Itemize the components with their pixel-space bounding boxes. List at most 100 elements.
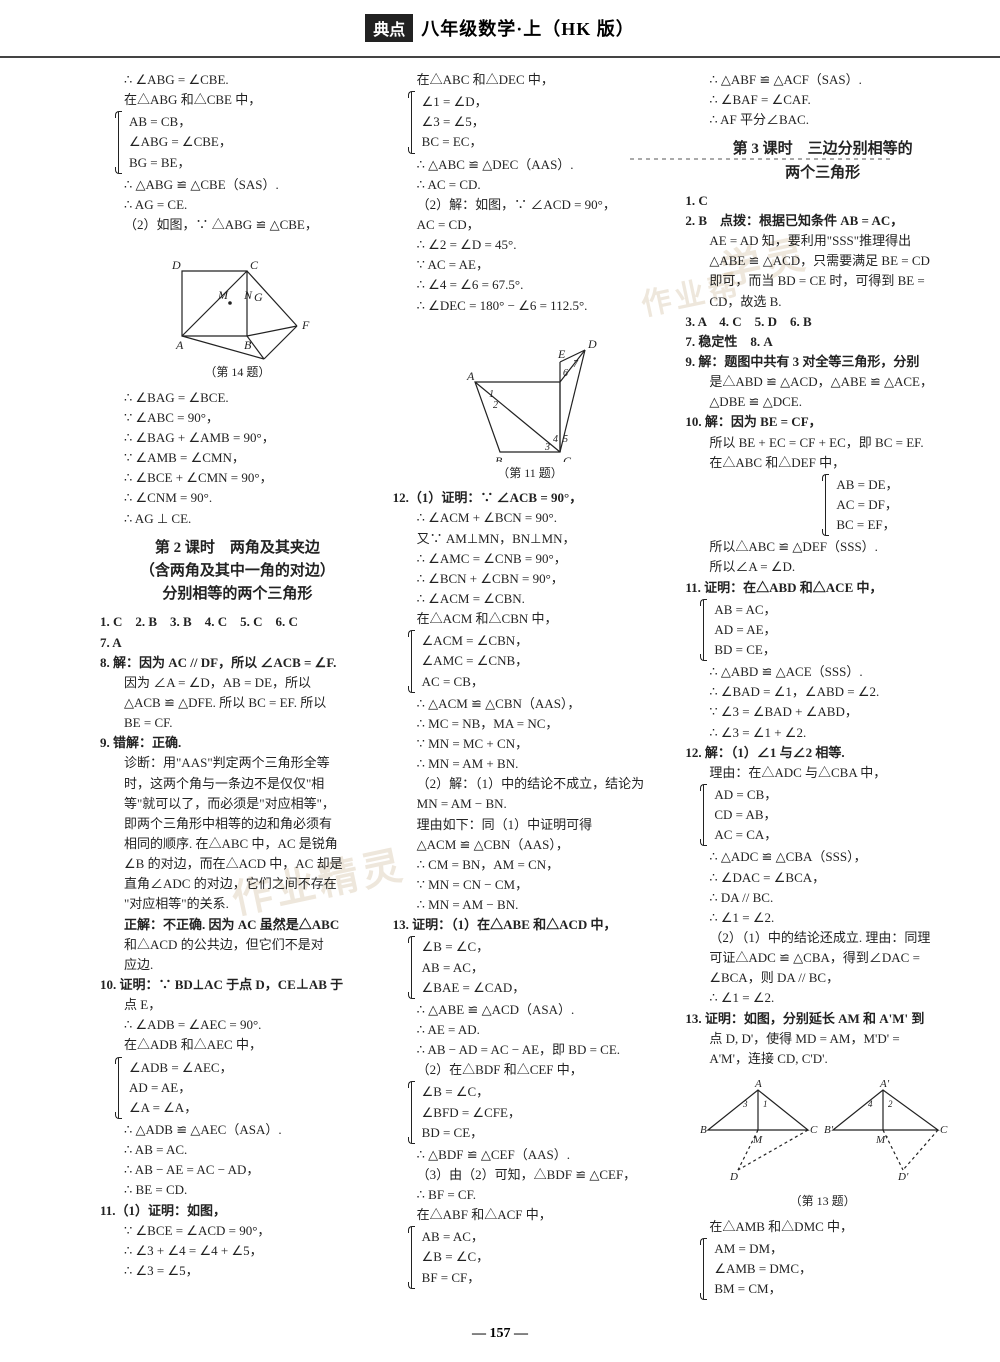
math-line: （2）如图，∵ △ABG ≌ △CBE，: [100, 215, 375, 235]
q12-line: ∴ CM = BN，AM = CN，: [393, 855, 668, 875]
a2-line: CD，故选 B.: [685, 292, 960, 312]
page-header: 典点 八年级数学·上（HK 版）: [0, 0, 1000, 58]
svg-text:E: E: [557, 347, 566, 361]
math-line: ∴ ∠DEC = 180° − ∠6 = 112.5°.: [393, 296, 668, 316]
q10-line: ∴ ∠ADB = ∠AEC = 90°.: [100, 1015, 375, 1035]
svg-text:D': D': [897, 1171, 909, 1183]
content-columns: ∴ ∠ABG = ∠CBE. 在△ABG 和△CBE 中， AB = CB， ∠…: [100, 70, 960, 1300]
q9-line: 应边.: [100, 955, 375, 975]
eq: ∠B = ∠C，: [422, 937, 668, 957]
q12-line: ∴ △ADC ≌ △CBA（SSS），: [685, 847, 960, 867]
q8-line: 因为 ∠A = ∠D，AB = DE，所以: [100, 673, 375, 693]
q12-line: ∴ DA // BC.: [685, 888, 960, 908]
figure-14: A B D C F E M N G （第 14 题）: [100, 241, 375, 382]
eq: AB = AC，: [422, 958, 668, 978]
q10-line: ∴ AB = AC.: [100, 1140, 375, 1160]
eq: AD = AE，: [714, 620, 960, 640]
math-line: ∴ ∠BAF = ∠CAF.: [685, 90, 960, 110]
q9-line: △DBE ≌ △DCE.: [685, 392, 960, 412]
q12-line: ∴ ∠DAC = ∠BCA，: [685, 868, 960, 888]
q10-line: ∴ BE = CD.: [100, 1180, 375, 1200]
eq: AC = CB，: [422, 672, 668, 692]
answers-line: 1. C: [685, 191, 960, 211]
q10: 10. 解：因为 BE = CF，: [685, 412, 960, 432]
svg-text:C': C': [940, 1124, 948, 1136]
svg-text:4: 4: [868, 1099, 873, 1109]
eq: ∠3 = ∠5，: [422, 112, 668, 132]
brand-box: 典点: [365, 14, 413, 42]
a2-line: △ABE ≌ △ACD，只需要满足 BE = CD: [685, 251, 960, 271]
lesson-line: 第 2 课时 两角及其夹边: [100, 537, 375, 560]
brace-system: ∠ACM = ∠CBN， ∠AMC = ∠CNB， AC = CB，: [411, 631, 668, 691]
q12-line: （2）（1）中的结论还成立. 理由：同理: [685, 928, 960, 948]
svg-text:A: A: [754, 1078, 762, 1090]
q9-a: 9. 解：题图中共有 3 对全等三角形，分别: [685, 354, 919, 369]
svg-text:D: D: [171, 258, 181, 272]
q8-line: △ACB ≌ △DFE. 所以 BC = EF. 所以: [100, 693, 375, 713]
math-line: ∴ ∠3 = ∠5，: [100, 1261, 375, 1281]
brace-system: AB = CB， ∠ABG = ∠CBE， BG = BE，: [118, 112, 375, 172]
q13-line: （2）在△BDF 和△CEF 中，: [393, 1060, 668, 1080]
eq: ∠A = ∠A，: [129, 1098, 375, 1118]
q12-line: 可证△ADC ≌ △CBA，得到∠DAC =: [685, 948, 960, 968]
q11: 11. 证明：在△ABD 和△ACE 中，: [685, 578, 960, 598]
svg-text:1: 1: [489, 389, 494, 400]
brace-system: ∠B = ∠C， ∠BFD = ∠CFE， BD = CE，: [411, 1082, 668, 1142]
brace-system: ∠B = ∠C， AB = AC， ∠BAE = ∠CAD，: [411, 937, 668, 997]
svg-text:A': A': [879, 1078, 890, 1090]
eq: ∠ABG = ∠CBE，: [129, 132, 375, 152]
answers-line: 2. B 点拨：根据已知条件 AB = AC，: [685, 211, 960, 231]
q9: 9. 错解：正确.: [100, 733, 375, 753]
eq: BC = EC，: [422, 132, 668, 152]
q12-line: ∴ △ACM ≌ △CBN（AAS），: [393, 694, 668, 714]
q12-a: 12. 解：（1）∠1 与∠2 相等.: [685, 745, 844, 760]
a2: 2. B 点拨：根据已知条件 AB = AC，: [685, 213, 903, 228]
eq: AC = DF，: [836, 495, 960, 515]
q13-line: （3）由（2）可知，△BDF ≌ △CEF，: [393, 1165, 668, 1185]
q11-line: ∴ △ABD ≌ △ACE（SSS）.: [685, 662, 960, 682]
math-line: ∵ AC = AE，: [393, 255, 668, 275]
answers-line: 1. C 2. B 3. B 4. C 5. C 6. C: [100, 612, 375, 632]
q12-line: 在△ACM 和△CBN 中，: [393, 609, 668, 629]
eq: BD = CE，: [714, 640, 960, 660]
q9-a: 9. 错解：正确.: [100, 735, 181, 750]
math-line: ∴ ∠CNM = 90°.: [100, 488, 375, 508]
figure-11: A B C D E 1 2 3 4 5 6 7 （第 11 题）: [393, 322, 668, 483]
eq: ∠ADB = ∠AEC，: [129, 1058, 375, 1078]
eq: BD = CE，: [422, 1123, 668, 1143]
eq: AB = AC，: [714, 600, 960, 620]
eq: ∠B = ∠C，: [422, 1247, 668, 1267]
q9-line: "对应相等"的关系.: [100, 894, 375, 914]
math-line: ∴ ∠ABG = ∠CBE.: [100, 70, 375, 90]
svg-text:1: 1: [763, 1099, 768, 1109]
q11-line: ∴ ∠3 + ∠4 = ∠4 + ∠5，: [100, 1241, 375, 1261]
svg-text:M: M: [752, 1134, 763, 1146]
q11-a: 11.（1）证明：如图，: [100, 1203, 226, 1218]
q9: 9. 解：题图中共有 3 对全等三角形，分别: [685, 352, 960, 372]
svg-text:M': M': [875, 1134, 888, 1146]
brace-system: ∠1 = ∠D， ∠3 = ∠5， BC = EC，: [411, 92, 668, 152]
q12-line: △ACM ≌ △CBN（AAS），: [393, 835, 668, 855]
math-line: ∵ ∠ABC = 90°，: [100, 408, 375, 428]
math-line: ∴ AG ⊥ CE.: [100, 509, 375, 529]
svg-text:G: G: [254, 290, 263, 304]
q10-line: ∴ △ADB ≌ △AEC（ASA）.: [100, 1120, 375, 1140]
math-line: AC = CD，: [393, 215, 668, 235]
brace-system: AB = AC， AD = AE， BD = CE，: [703, 600, 960, 660]
eq: AB = DE，: [836, 475, 960, 495]
eq: AC = CA，: [714, 825, 960, 845]
q9-line: ∠B 的对边，而在△ACD 中，AC 却是: [100, 854, 375, 874]
svg-text:M: M: [217, 288, 229, 302]
q13: 13. 证明：如图，分别延长 AM 和 A'M' 到: [685, 1009, 960, 1029]
q12-line: ∴ MC = NB，MA = NC，: [393, 714, 668, 734]
answers-line: 3. A 4. C 5. D 6. B: [685, 312, 960, 332]
svg-text:3: 3: [742, 1099, 748, 1109]
q10-line: ∴ AB − AE = AC − AD，: [100, 1160, 375, 1180]
svg-text:A: A: [466, 369, 475, 383]
svg-text:E: E: [259, 360, 267, 361]
q9-line: 相同的顺序. 在△ABC 中，AC 是锐角: [100, 834, 375, 854]
q9-line: 是△ABD ≌ △ACD，△ABE ≌ △ACE，: [685, 372, 960, 392]
brace-system: AM = DM， ∠AMB = DMC， BM = CM，: [703, 1239, 960, 1299]
figure-caption: （第 13 题）: [685, 1192, 960, 1211]
svg-text:C: C: [563, 454, 572, 462]
